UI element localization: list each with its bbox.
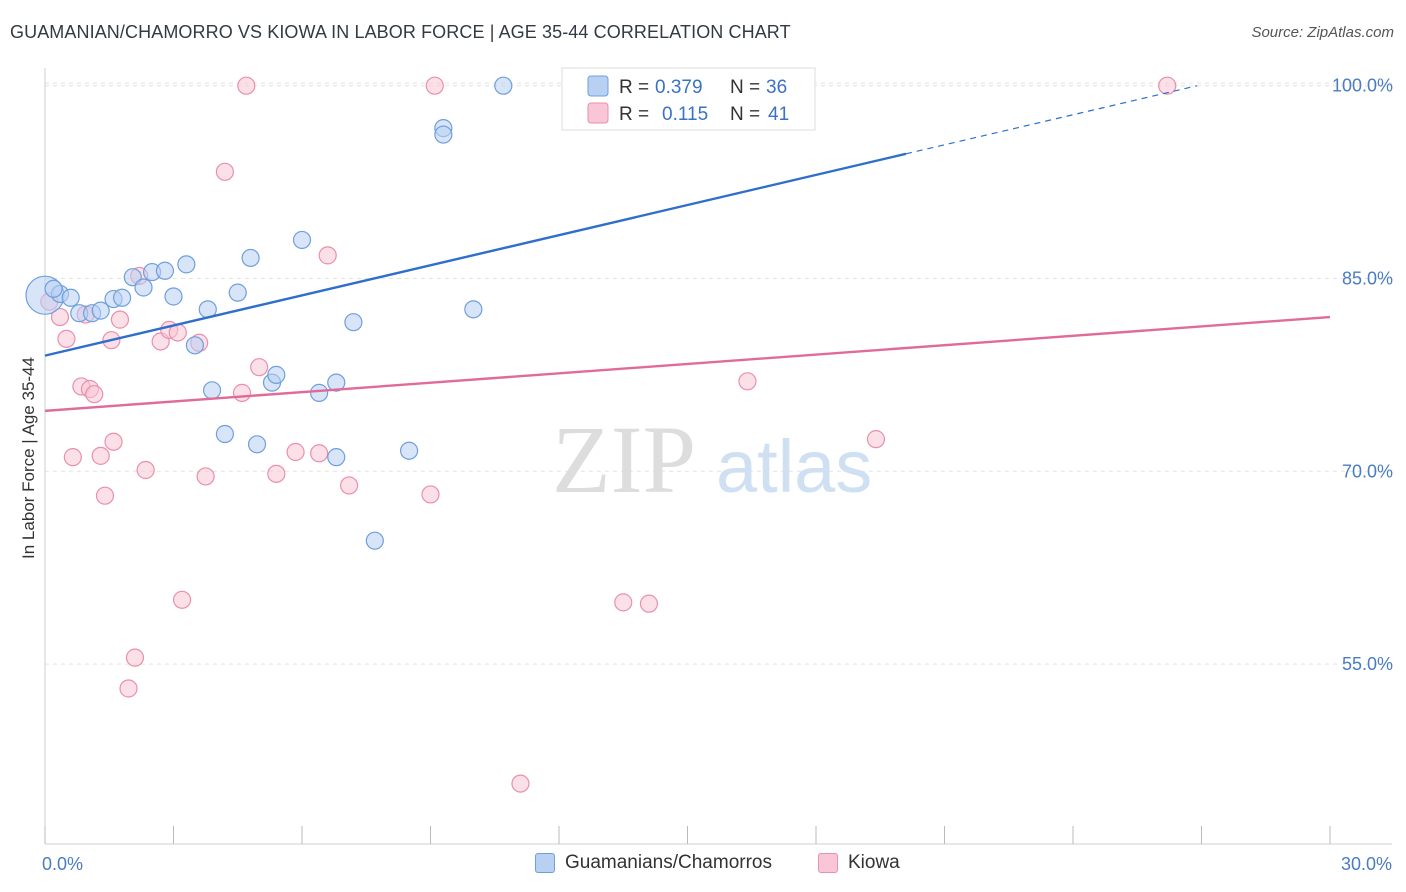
kiowa-point-32 — [425, 76, 444, 95]
guamanian-point-14 — [185, 336, 205, 355]
kiowa-point-21 — [196, 467, 215, 486]
kiowa-point-38 — [866, 430, 886, 449]
kiowa-point-11 — [104, 432, 123, 451]
y-tick-label-1: 70.0% — [1342, 461, 1393, 481]
legend-n-label-2: N = — [730, 104, 760, 125]
series-swatch-kiowa — [818, 853, 838, 873]
series-swatch-guamanian — [535, 853, 555, 873]
kiowa-point-30 — [340, 476, 359, 495]
source-label: Source: ZipAtlas.com — [1251, 24, 1394, 41]
kiowa-point-23 — [232, 383, 252, 402]
guamanian-point-24 — [310, 383, 329, 402]
kiowa-point-27 — [286, 442, 305, 462]
trend-lines — [44, 85, 1331, 413]
kiowa-point-2 — [57, 329, 76, 348]
stats-legend: R = 0.379 N = 36 R = 0.115 N = 41 — [561, 67, 816, 131]
kiowa-point-34 — [614, 593, 633, 612]
guamanian-point-7 — [112, 288, 132, 307]
guamanian-point-12 — [164, 287, 183, 306]
kiowa-point-12 — [110, 310, 130, 329]
guamanian-trend-extension — [905, 85, 1198, 155]
kiowa-point-35 — [639, 594, 659, 613]
kiowa-point-13 — [119, 679, 138, 698]
kiowa-trend-line — [44, 315, 1331, 413]
series-legend: Guamanians/Chamorros Kiowa — [0, 852, 1406, 878]
y-axis-title: In Labor Force | Age 35-44 — [19, 357, 38, 559]
kiowa-point-19 — [172, 590, 192, 609]
watermark-atlas: atlas — [716, 425, 872, 508]
guamanian-point-25 — [327, 448, 346, 467]
kiowa-point-33 — [511, 774, 530, 793]
kiowa-point-37 — [738, 372, 757, 391]
legend-swatch-guamanian — [587, 75, 609, 97]
series-label-kiowa: Kiowa — [848, 852, 900, 873]
legend-r-value-2: 0.115 — [662, 104, 708, 125]
guamanian-point-5 — [91, 301, 110, 320]
legend-r-label-1: R = — [619, 77, 649, 98]
guamanian-point-18 — [228, 283, 247, 302]
kiowa-point-16 — [136, 460, 155, 480]
series-legend-guamanian[interactable]: Guamanians/Chamorros — [535, 852, 772, 874]
kiowa-point-29 — [318, 246, 337, 265]
axes — [44, 68, 1392, 845]
guamanian-point-23 — [292, 230, 312, 250]
kiowa-point-39 — [1158, 76, 1177, 95]
kiowa-point-22 — [215, 162, 234, 181]
y-tick-label-2: 85.0% — [1342, 268, 1393, 288]
y-tick-labels: 55.0% 70.0% 85.0% 100.0% — [1332, 76, 1393, 674]
guamanian-point-29 — [399, 441, 419, 460]
kiowa-point-26 — [267, 464, 286, 483]
legend-n-value-1: 36 — [766, 77, 787, 98]
series-legend-kiowa[interactable]: Kiowa — [818, 852, 900, 874]
guamanian-point-9 — [134, 278, 153, 297]
kiowa-point-25 — [250, 358, 269, 377]
guamanian-point-19 — [241, 248, 260, 268]
guamanian-point-20 — [247, 435, 267, 454]
legend-n-label-1: N = — [730, 77, 760, 98]
chart-title: GUAMANIAN/CHAMORRO VS KIOWA IN LABOR FOR… — [10, 22, 791, 42]
kiowa-point-3 — [63, 448, 82, 467]
kiowa-point-7 — [85, 385, 104, 404]
y-tick-label-0: 55.0% — [1342, 654, 1393, 674]
guamanian-point-17 — [215, 424, 234, 444]
guamanian-point-35 — [44, 279, 63, 298]
kiowa-point-14 — [125, 648, 145, 667]
grid-lines — [45, 82, 1392, 665]
series-label-guamanian: Guamanians/Chamorros — [565, 852, 772, 873]
guamanian-point-2 — [61, 288, 80, 307]
x-tick-label-max: 30.0% — [1341, 854, 1392, 874]
guamanian-point-27 — [344, 313, 363, 332]
guamanian-point-32 — [464, 300, 483, 319]
guamanian-point-11 — [155, 261, 175, 280]
x-tick-labels: 0.0% 30.0% — [42, 854, 1392, 874]
watermark: ZIP atlas — [552, 406, 872, 513]
guamanian-point-22 — [267, 365, 286, 384]
x-tick-label-min: 0.0% — [42, 854, 83, 874]
kiowa-point-28 — [310, 444, 329, 463]
guamanian-point-16 — [202, 381, 222, 400]
kiowa-point-9 — [95, 486, 115, 505]
guamanian-point-33 — [494, 76, 513, 95]
legend-swatch-kiowa — [587, 102, 609, 124]
legend-n-value-2: 41 — [768, 104, 789, 125]
kiowa-point-31 — [421, 485, 440, 504]
kiowa-point-8 — [91, 446, 110, 465]
legend-r-label-2: R = — [619, 104, 649, 125]
guamanian-point-28 — [365, 531, 384, 550]
guamanian-trend-line — [44, 152, 907, 357]
guamanian-point-26 — [327, 373, 346, 392]
guamanian-point-13 — [177, 255, 196, 274]
guamanian-point-31 — [434, 125, 453, 144]
legend-r-value-1: 0.379 — [655, 77, 703, 98]
kiowa-point-24 — [237, 76, 256, 95]
kiowa-point-1 — [50, 307, 70, 327]
y-tick-label-3: 100.0% — [1332, 76, 1393, 96]
watermark-zip: ZIP — [552, 406, 696, 513]
guamanian-points — [25, 76, 590, 550]
